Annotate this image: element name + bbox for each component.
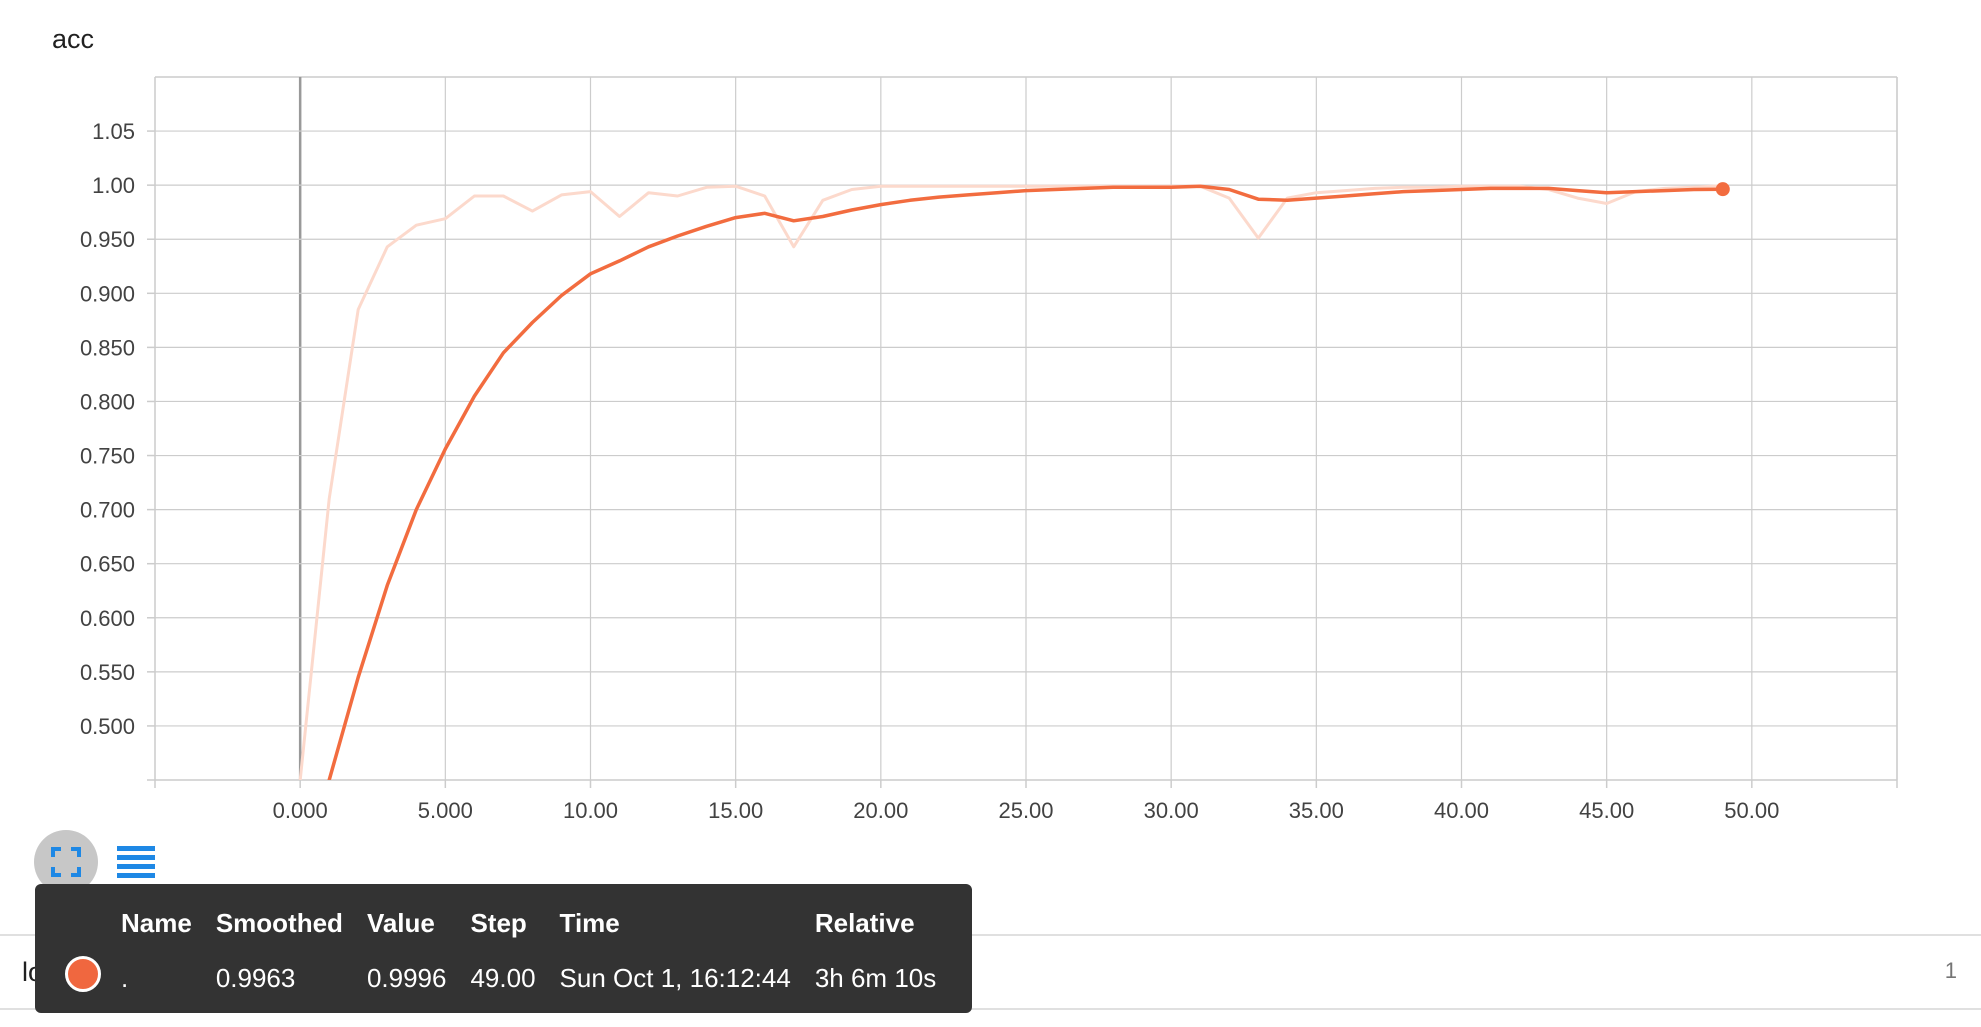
series-layer [298,182,1730,780]
data-tooltip: Name Smoothed Value Step Time Relative .… [35,884,972,1013]
y-tick-label: 0.950 [80,227,135,252]
y-tick-label: 0.600 [80,606,135,631]
chart-toolbar [34,830,156,894]
header-value: Value [366,907,435,938]
x-tick-label: 45.00 [1579,798,1634,823]
x-tick-label: 0.000 [273,798,328,823]
y-tick-label: 0.550 [80,660,135,685]
y-tick-label: 1.00 [92,173,135,198]
accuracy-chart: 0.000 5.000 10.00 15.00 20.00 25.00 30.00 35.00… [80,76,1898,823]
x-tick-label: 20.00 [853,798,908,823]
row-divider-bottom [0,1008,1981,1010]
x-tick-label: 15.00 [708,798,763,823]
y-tick-label: 0.800 [80,389,135,414]
x-tick-label: 35.00 [1289,798,1344,823]
x-tick-label: 10.00 [563,798,618,823]
axes: 0.000 5.000 10.00 15.00 20.00 25.00 30.00 35.00… [80,77,1898,823]
y-tick-label: 0.750 [80,444,135,469]
series-color-swatch [65,956,101,992]
expand-chart-button[interactable] [34,830,98,894]
cell-name: . [121,962,129,993]
row-divider-top [0,934,1981,936]
y-tick-label: 0.700 [80,498,135,523]
header-smoothed: Smoothed [215,907,343,938]
show-data-button[interactable] [116,842,156,882]
y-tick-label: 0.500 [80,714,135,739]
cell-smoothed: 0.9963 [215,962,296,993]
cell-step: 49.00 [470,962,536,993]
header-name: Name [121,907,192,938]
tooltip-data-row: . 0.9963 0.9996 49.00 Sun Oct 1, 16:12:4… [121,958,960,998]
header-step: Step [470,907,527,938]
y-tick-label: 0.650 [80,552,135,577]
header-relative: Relative [814,907,915,938]
y-tick-label: 1.05 [92,119,135,144]
grid [155,76,1898,780]
cell-relative: 3h 6m 10s [814,962,937,993]
x-tick-label: 40.00 [1434,798,1489,823]
smoothed-series-line [327,184,1723,780]
x-tick-label: 5.000 [418,798,473,823]
tooltip-header-row: Name Smoothed Value Step Time Relative [121,904,960,958]
x-tick-label: 25.00 [998,798,1053,823]
list-icon [117,846,155,878]
raw-series-line [298,184,1723,780]
tooltip-table: Name Smoothed Value Step Time Relative .… [121,904,960,998]
chart-title: acc [52,24,95,54]
cell-value: 0.9996 [366,962,447,993]
page-number: 1 [1944,958,1957,983]
header-time: Time [559,907,620,938]
x-tick-label: 30.00 [1144,798,1199,823]
fullscreen-icon [51,847,81,877]
cell-time: Sun Oct 1, 16:12:44 [559,962,791,993]
x-tick-label: 50.00 [1724,798,1779,823]
hover-point [1715,182,1730,197]
y-tick-label: 0.900 [80,281,135,306]
y-tick-label: 0.850 [80,335,135,360]
